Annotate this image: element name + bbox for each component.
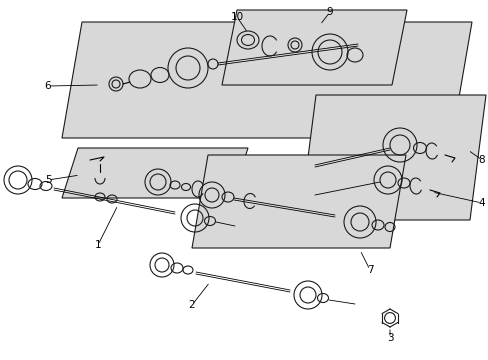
Text: 8: 8 [478, 155, 484, 165]
Text: 6: 6 [44, 81, 51, 91]
Text: 5: 5 [44, 175, 51, 185]
Text: 10: 10 [230, 12, 243, 22]
Text: 3: 3 [386, 333, 392, 343]
Polygon shape [62, 148, 247, 198]
Text: 9: 9 [326, 7, 333, 17]
Text: 4: 4 [478, 198, 484, 208]
Text: 1: 1 [95, 240, 101, 250]
Polygon shape [192, 155, 405, 248]
Text: 2: 2 [188, 300, 195, 310]
Text: 7: 7 [366, 265, 372, 275]
Polygon shape [62, 22, 471, 138]
Polygon shape [299, 95, 485, 220]
Polygon shape [222, 10, 406, 85]
